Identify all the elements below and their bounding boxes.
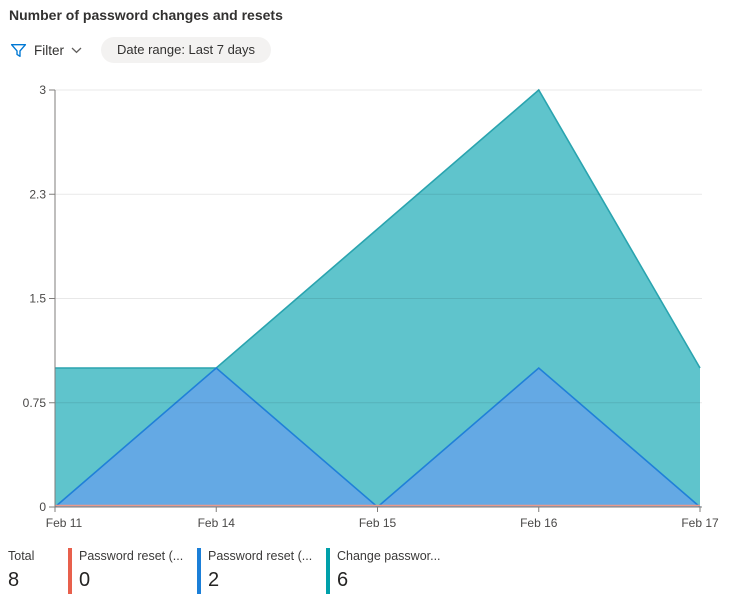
svg-text:1.5: 1.5 (29, 292, 46, 306)
svg-text:0.75: 0.75 (23, 396, 47, 410)
page-title: Number of password changes and resets (9, 7, 283, 23)
svg-text:Feb 15: Feb 15 (359, 516, 397, 530)
svg-text:Feb 16: Feb 16 (520, 516, 558, 530)
svg-text:2.3: 2.3 (29, 187, 46, 201)
svg-text:Feb 14: Feb 14 (198, 516, 236, 530)
legend-total: Total 8 (8, 548, 68, 594)
legend-item-value: 6 (337, 569, 349, 591)
filter-funnel-icon (10, 43, 27, 57)
legend-item-value: 2 (208, 569, 220, 591)
legend-item-label: Change passwor... (337, 549, 441, 563)
svg-text:3: 3 (39, 83, 46, 97)
svg-text:0: 0 (39, 500, 46, 514)
legend-item-value: 0 (79, 569, 91, 591)
legend: Total 8 Password reset (... 0 Password r… (8, 548, 455, 594)
area-chart[interactable]: 0 0.75 1.5 2.3 3 Feb 11 Feb 14 Feb 15 Feb 16 Feb … (0, 75, 738, 545)
filter-button-label: Filter (34, 42, 64, 58)
legend-total-value: 8 (8, 569, 20, 591)
legend-color-bar (68, 548, 72, 594)
toolbar: Filter Date range: Last 7 days (10, 37, 272, 63)
legend-total-label: Total (8, 549, 35, 563)
date-range-pill[interactable]: Date range: Last 7 days (101, 37, 272, 63)
svg-text:Feb 11: Feb 11 (46, 516, 83, 530)
legend-color-bar (197, 548, 201, 594)
svg-text:Feb 17: Feb 17 (681, 516, 719, 530)
filter-button[interactable]: Filter (10, 42, 82, 59)
chevron-down-icon (71, 47, 82, 53)
legend-item-password-reset-2: Password reset (... 2 (197, 548, 318, 594)
legend-item-label: Password reset (... (79, 549, 184, 563)
legend-item-change-password: Change passwor... 6 (326, 548, 447, 594)
legend-item-label: Password reset (... (208, 549, 313, 563)
legend-item-password-reset-1: Password reset (... 0 (68, 548, 189, 594)
legend-color-bar (326, 548, 330, 594)
